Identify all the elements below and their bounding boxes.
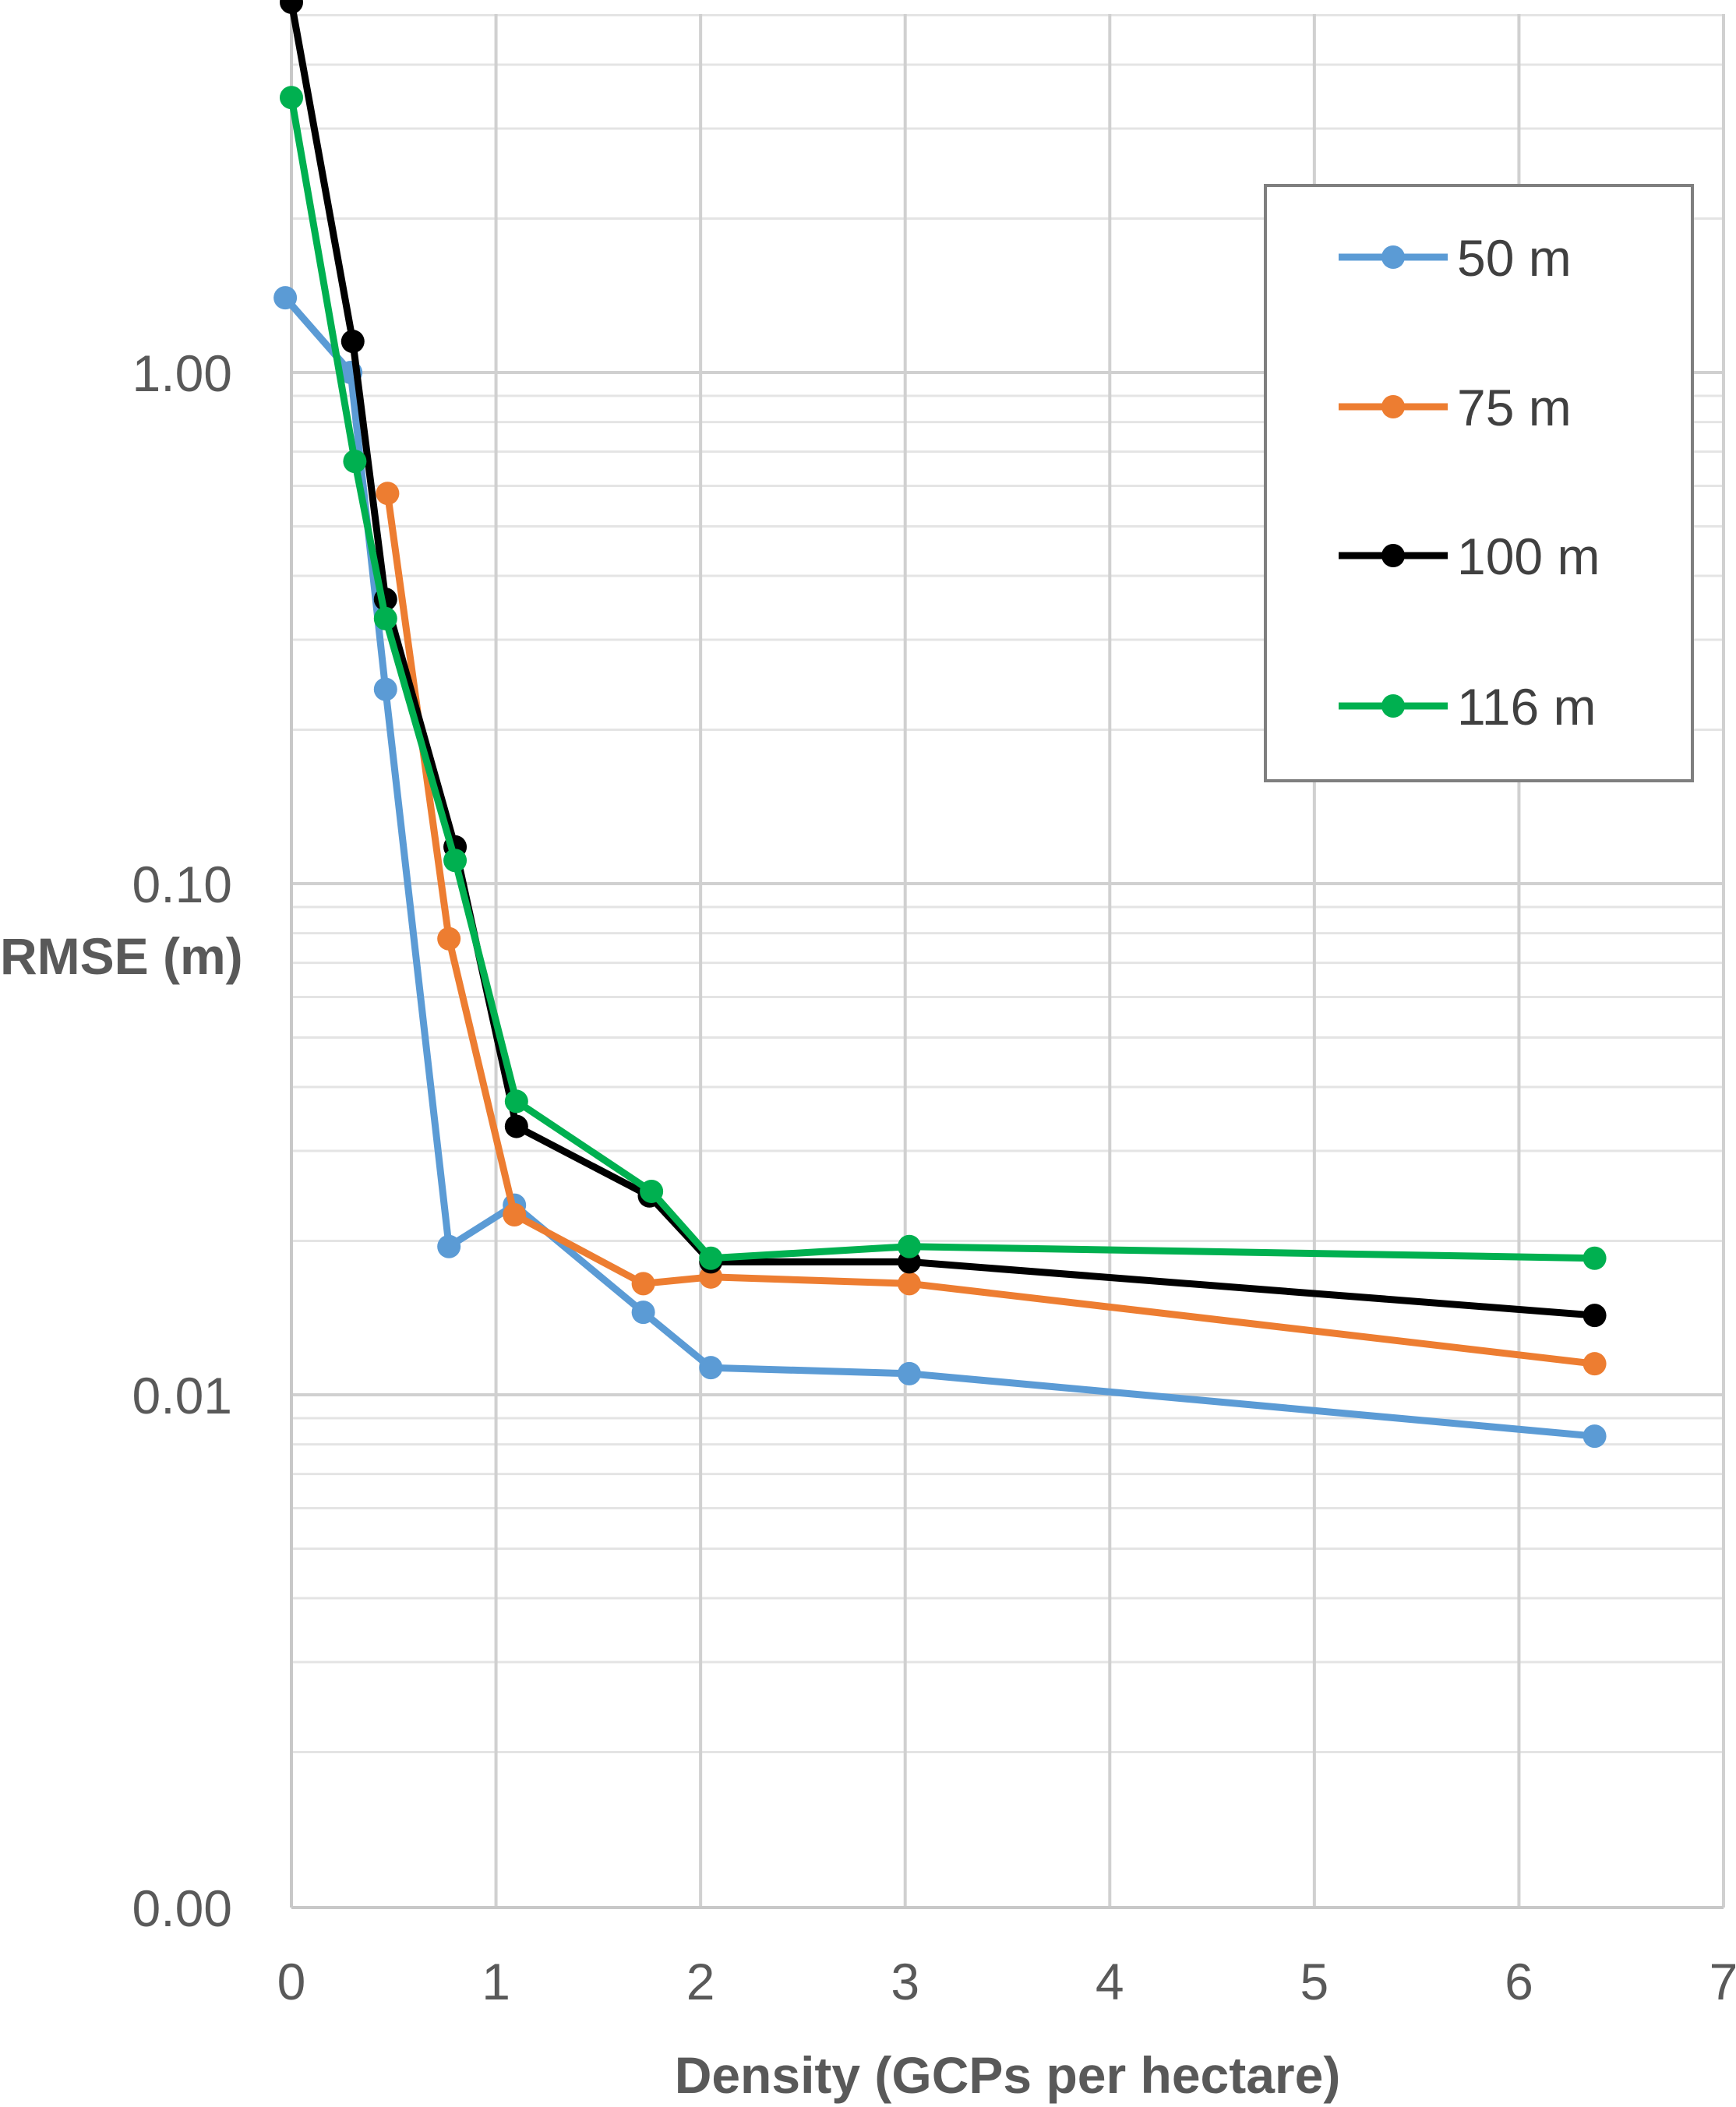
legend-swatch-marker	[1381, 245, 1405, 269]
data-point	[631, 1301, 655, 1325]
legend-box	[1264, 184, 1694, 782]
y-tick-label: 0.00	[132, 1879, 232, 1937]
data-point	[373, 677, 397, 701]
tick-labels: 0 1 2 3 4 5 6 7 0.01 0.10 1.00 0.00	[132, 344, 1736, 2010]
data-point	[280, 86, 303, 110]
data-point	[631, 1272, 655, 1296]
data-point	[280, 0, 303, 14]
y-tick-label: 0.01	[132, 1367, 232, 1424]
x-tick-label: 3	[891, 1953, 919, 2010]
x-tick-label: 5	[1300, 1953, 1328, 2010]
data-point	[897, 1272, 921, 1296]
x-tick-label: 6	[1505, 1953, 1533, 2010]
x-tick-label: 0	[277, 1953, 306, 2010]
data-point	[1583, 1304, 1607, 1328]
data-point	[1583, 1246, 1607, 1270]
data-point	[376, 482, 400, 506]
data-point	[340, 330, 365, 354]
data-point	[504, 1114, 528, 1138]
data-point	[273, 286, 298, 310]
data-point	[437, 1234, 461, 1258]
legend-label: 100 m	[1457, 528, 1600, 585]
legend-swatch-marker	[1381, 544, 1405, 567]
y-tick-label: 0.10	[132, 856, 232, 913]
data-point	[897, 1234, 921, 1258]
x-tick-label: 1	[482, 1953, 510, 2010]
legend-swatch-marker	[1381, 694, 1405, 718]
data-point	[443, 849, 468, 873]
data-point	[897, 1361, 921, 1385]
data-point	[1583, 1352, 1607, 1376]
legend: 50 m 75 m 100 m 116 m	[1264, 184, 1694, 782]
data-point	[699, 1356, 723, 1380]
data-point	[437, 926, 461, 951]
x-tick-label: 4	[1096, 1953, 1124, 2010]
legend-swatch-marker	[1381, 395, 1405, 418]
x-axis-title: Density (GCPs per hectare)	[675, 2046, 1341, 2104]
series-layer	[273, 0, 1607, 1449]
series-100-m	[280, 0, 1607, 1328]
legend-label: 75 m	[1457, 379, 1572, 436]
x-tick-label: 2	[686, 1953, 715, 2010]
axes	[290, 14, 1724, 1909]
y-axis-title: RMSE (m)	[0, 927, 243, 985]
legend-label: 50 m	[1457, 229, 1572, 287]
data-point	[373, 606, 397, 630]
data-point	[504, 1089, 528, 1113]
data-point	[1583, 1424, 1607, 1449]
data-point	[699, 1246, 723, 1270]
data-point	[343, 450, 367, 474]
series-116-m	[280, 86, 1607, 1270]
y-tick-label: 1.00	[132, 344, 232, 402]
data-point	[640, 1179, 664, 1203]
data-point	[503, 1202, 527, 1226]
x-tick-label: 7	[1710, 1953, 1736, 2010]
legend-label: 116 m	[1457, 678, 1597, 736]
